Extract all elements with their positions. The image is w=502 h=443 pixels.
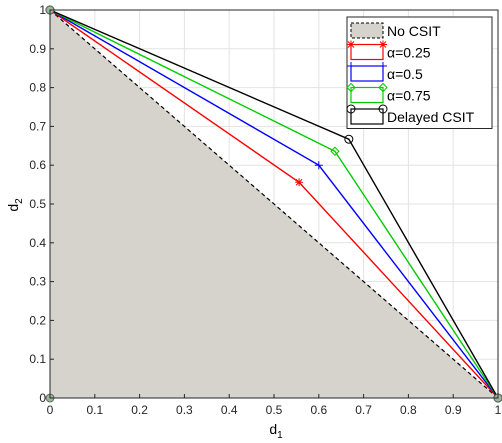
y-tick-label: 0 <box>39 391 46 405</box>
legend-label: α=0.75 <box>387 88 431 104</box>
x-tick-label: 0.2 <box>131 403 148 417</box>
legend-marker <box>378 82 388 93</box>
series-lines <box>45 5 502 403</box>
data-point <box>330 146 340 156</box>
x-axis-label: d1 <box>269 421 283 441</box>
series-line <box>49 9 499 399</box>
legend-marker <box>346 82 356 93</box>
x-tick-label: 0 <box>47 403 54 417</box>
legend-label: α=0.5 <box>387 66 423 82</box>
legend-swatch <box>350 86 384 104</box>
legend-marker <box>379 62 387 70</box>
y-tick-label: 0.4 <box>29 236 46 250</box>
marker-star <box>379 40 387 49</box>
axes: 0 0.1 0.2 0.3 0.4 0.5 0.6 0.7 0.8 0.9 1 0 0.1 0.2 0.3 0… <box>29 3 501 417</box>
legend-label: No CSIT <box>387 23 441 39</box>
no-csit-boundary <box>49 9 499 399</box>
legend-entry: No CSIT <box>350 22 441 39</box>
y-tick-label: 0.2 <box>29 313 46 327</box>
y-tick-label: 1 <box>39 3 46 17</box>
legend-marker <box>378 104 388 114</box>
marker-plus <box>314 161 323 170</box>
marker-diamond <box>330 146 340 156</box>
y-tick-label: 0.9 <box>29 42 46 56</box>
legend-swatch <box>350 43 384 61</box>
legend-marker <box>346 104 356 114</box>
data-point <box>344 134 354 144</box>
y-tick-label: 0.8 <box>29 81 46 95</box>
y-axis-label: d2 <box>5 198 25 212</box>
marker-plus <box>379 62 387 70</box>
x-tick-label: 0.8 <box>400 403 417 417</box>
legend-label: α=0.25 <box>387 45 431 61</box>
legend-label: Delayed CSIT <box>387 109 475 125</box>
y-tick-label: 0.3 <box>29 275 46 289</box>
legend: No CSIT α=0.25 α=0.5 α=0.75 Delayed CSIT <box>346 16 493 129</box>
y-tick-label: 0.7 <box>29 119 46 133</box>
x-tick-label: 1 <box>495 403 502 417</box>
x-tick-label: 0.1 <box>86 403 103 417</box>
legend-entry: α=0.75 <box>346 82 431 104</box>
series-line <box>49 9 499 399</box>
y-tick-label: 0.1 <box>29 352 46 366</box>
y-tick-label: 0.5 <box>29 197 46 211</box>
marker-star <box>295 178 304 187</box>
legend-swatch <box>350 22 384 39</box>
x-tick-label: 0.3 <box>176 403 193 417</box>
legend-entry: Delayed CSIT <box>346 104 475 125</box>
legend-marker <box>347 62 355 70</box>
marker-star <box>347 40 355 49</box>
marker-circle <box>344 134 354 144</box>
x-tick-label: 0.5 <box>266 403 283 417</box>
x-tick-label: 0.7 <box>355 403 372 417</box>
legend-swatch <box>350 108 384 125</box>
x-tick-label: 0.6 <box>310 403 327 417</box>
x-tick-label: 0.9 <box>445 403 462 417</box>
no-csit-region <box>49 9 499 399</box>
marker-circle <box>346 104 356 114</box>
legend-marker <box>379 40 387 49</box>
y-tick-label: 0.6 <box>29 158 46 172</box>
marker-diamond <box>346 82 356 93</box>
marker-diamond <box>378 82 388 93</box>
data-point <box>295 178 304 187</box>
legend-marker <box>347 40 355 49</box>
marker-plus <box>347 62 355 70</box>
legend-entry: α=0.5 <box>347 62 423 82</box>
legend-entry: α=0.25 <box>347 40 431 61</box>
data-point <box>314 161 323 170</box>
legend-swatch <box>350 65 384 82</box>
x-tick-label: 0.4 <box>221 403 238 417</box>
marker-circle <box>378 104 388 114</box>
